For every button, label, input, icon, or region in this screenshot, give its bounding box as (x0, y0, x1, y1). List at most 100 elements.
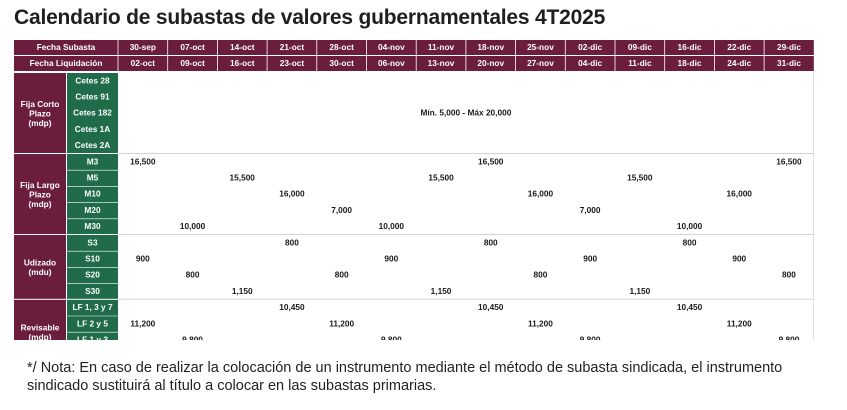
instrument-cell (67, 73, 118, 153)
instrument-name: Cetes 1A (75, 124, 111, 134)
auction-amount: 800 (534, 270, 548, 280)
header-date: 23-oct (280, 58, 305, 68)
instrument-name: M20 (84, 205, 101, 215)
instrument-name: LF 1, 3 y 7 (72, 302, 113, 312)
header-date: 20-nov (477, 58, 504, 68)
header-date: 30-sep (130, 42, 156, 52)
auction-amount: 7,000 (331, 205, 352, 215)
auction-amount: 1,150 (629, 286, 650, 296)
instrument-cell (67, 299, 118, 340)
header-date: 14-oct (230, 42, 255, 52)
group-label: Fija Largo Plazo (mdp) (20, 180, 60, 209)
header-date: 07-oct (180, 42, 205, 52)
group-label-cell (14, 235, 66, 299)
instrument-name: S10 (85, 253, 100, 263)
header-date: 11-nov (428, 42, 455, 52)
auction-amount: 800 (782, 270, 796, 280)
instrument-cell (67, 235, 118, 299)
instrument-name: S20 (85, 270, 100, 280)
auction-amount: 16,000 (727, 189, 753, 199)
auction-amount: 900 (136, 253, 150, 263)
auction-calendar-table: Fecha Subasta 30-sep 07-oct 14-oct 21-oct 28-… (14, 40, 814, 340)
header-date: 21-oct (280, 42, 305, 52)
auction-amount: 800 (285, 237, 299, 247)
auction-amount: 800 (683, 237, 697, 247)
group-label: Fija Corto Plazo (mdp) (21, 99, 60, 128)
auction-amount: 900 (732, 253, 746, 263)
auction-amount: 800 (335, 270, 349, 280)
auction-amount: 10,450 (478, 302, 504, 312)
instrument-name: Cetes 28 (75, 75, 110, 85)
instrument-name: S30 (85, 286, 100, 296)
auction-amount: 11,200 (329, 318, 354, 328)
header-date: 16-dic (678, 42, 702, 52)
header-date: 25-nov (527, 42, 554, 52)
auction-amount: 16,500 (130, 156, 156, 166)
instrument-name: S3 (87, 237, 98, 247)
header-label: Fecha Liquidación (30, 58, 103, 68)
auction-amount: 15,500 (627, 172, 653, 182)
auction-amount: 11,200 (727, 318, 752, 328)
auction-amount: 900 (583, 253, 597, 263)
instrument-cell (67, 154, 118, 234)
header-date: 22-dic (727, 42, 751, 52)
auction-amount: 16,500 (478, 156, 504, 166)
header-date: 18-dic (678, 58, 702, 68)
range-note: Mín. 5,000 - Máx 20,000 (420, 108, 511, 118)
auction-amount: 11,200 (130, 318, 155, 328)
auction-amount: 15,500 (230, 172, 256, 182)
instrument-name: M10 (84, 189, 101, 199)
group-label-cell (14, 73, 66, 153)
header-date: 24-dic (727, 58, 751, 68)
header-date: 29-dic (777, 42, 801, 52)
auction-amount: 10,450 (279, 302, 305, 312)
header-date: 18-nov (477, 42, 504, 52)
group-label: Udizado (mdu) (24, 258, 56, 278)
header-date: 28-oct (329, 42, 354, 52)
auction-amount: 16,500 (776, 156, 802, 166)
header-date: 04-nov (378, 42, 405, 52)
page-title: Calendario de subastas de valores gubern… (14, 6, 606, 29)
instrument-name: Cetes 2A (75, 140, 111, 150)
header-date: 09-dic (628, 42, 652, 52)
group-label-cell (14, 299, 66, 340)
auction-amount: 900 (384, 253, 398, 263)
auction-amount: 9,800 (580, 334, 601, 340)
header-date: 30-oct (329, 58, 354, 68)
header-row-bg (14, 40, 814, 55)
header-date: 02-dic (578, 42, 602, 52)
header-date: 04-dic (578, 58, 602, 68)
auction-amount: 10,000 (677, 221, 703, 231)
auction-amount: 800 (186, 270, 200, 280)
auction-amount: 9,800 (182, 334, 203, 340)
footnote: */ Nota: En caso de realizar la colocaci… (27, 360, 783, 394)
auction-amount: 7,000 (580, 205, 601, 215)
instrument-name: Cetes 91 (75, 91, 110, 101)
instrument-name: M30 (84, 221, 101, 231)
auction-amount: 9,800 (779, 334, 800, 340)
header-date: 31-dic (777, 58, 801, 68)
auction-amount: 9,800 (381, 334, 402, 340)
header-date: 09-oct (180, 58, 205, 68)
instrument-name: Cetes 182 (73, 108, 112, 118)
header-row-bg (14, 56, 814, 71)
header-date: 13-nov (428, 58, 455, 68)
auction-amount: 10,000 (180, 221, 206, 231)
auction-amount: 11,200 (528, 318, 553, 328)
auction-amount: 1,150 (232, 286, 253, 296)
instrument-name: M3 (87, 156, 99, 166)
header-label: Fecha Subasta (37, 42, 96, 52)
header-date: 11-dic (628, 58, 652, 68)
auction-amount: 16,000 (528, 189, 554, 199)
group-label-cell (14, 154, 66, 234)
instrument-name: LF 2 y 5 (77, 318, 108, 328)
header-date: 27-nov (527, 58, 554, 68)
instrument-name: M5 (87, 172, 99, 182)
group-label: Revisable (mdp) (21, 322, 60, 340)
header-date: 02-oct (131, 58, 156, 68)
auction-amount: 10,000 (379, 221, 405, 231)
header-date: 06-nov (378, 58, 405, 68)
auction-amount: 15,500 (428, 172, 454, 182)
auction-amount: 10,450 (677, 302, 703, 312)
header-date: 16-oct (230, 58, 255, 68)
